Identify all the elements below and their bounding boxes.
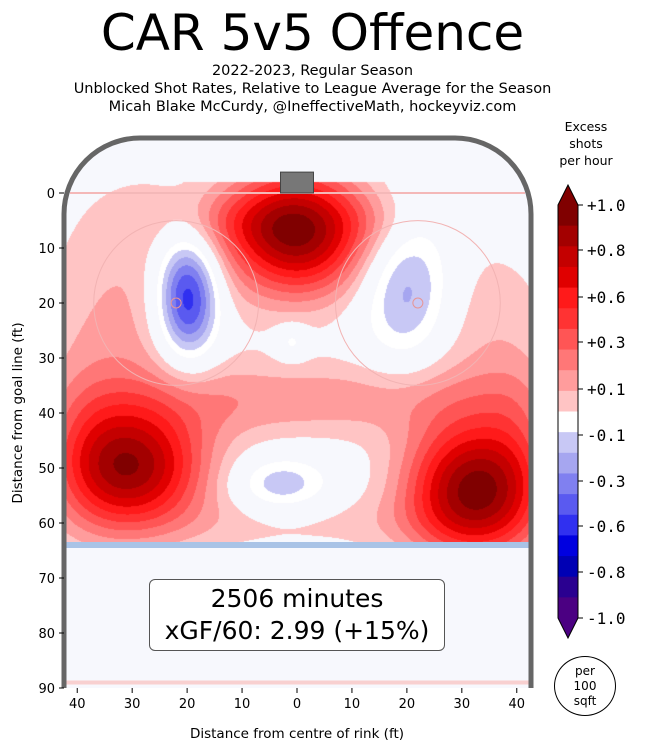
colorbar-segment [558,225,578,247]
colorbar-segment [558,390,578,412]
y-tick-label: 20 [38,297,55,312]
colorbar-segment [558,328,578,351]
x-tick-label: 20 [399,697,416,712]
axes: 40 30 20 10 0 10 20 30 40 0 10 20 30 40 50 60 70 80 90 Dist… [10,187,525,742]
per-area-badge: per 100 sqft [554,656,616,716]
colorbar-segment [558,205,578,227]
colorbar-segment [558,514,578,536]
chart-title: CAR 5v5 Offence [100,4,525,62]
y-axis-label: Distance from goal line (ft) [10,322,26,503]
colorbar-bottom-arrow [558,618,578,638]
x-tick-label: 0 [293,697,301,712]
colorbar-segment [558,535,578,557]
subtitle-season: 2022-2023, Regular Season [211,63,414,79]
colorbar-tick-label: -0.3 [587,472,626,491]
subtitle-description: Unblocked Shot Rates, Relative to League… [73,81,552,97]
subtitle-author: Micah Blake McCurdy, @IneffectiveMath, h… [108,99,517,115]
colorbar-segment [558,452,578,474]
colorbar-segment [558,370,578,392]
y-tick-label: 50 [38,462,55,477]
colorbar-segment [558,432,578,454]
y-tick-label: 0 [47,187,55,202]
blue-line [64,542,531,548]
y-tick-label: 90 [38,682,55,697]
colorbar-segment [558,246,578,268]
y-tick-label: 70 [38,572,55,587]
faceoff-circle [93,220,260,386]
faceoff-circle [334,220,501,386]
colorbar-segment [558,473,578,495]
x-tick-label: 10 [234,697,251,712]
colorbar-segment [558,494,578,516]
boards [61,135,534,688]
centre-line [64,680,531,685]
colorbar-top-arrow [558,185,578,205]
x-tick-label: 40 [508,697,525,712]
colorbar-segment [558,597,578,619]
y-tick-label: 30 [38,352,55,367]
summary-box: 2506 minutes xGF/60: 2.99 (+15%) [149,579,445,651]
colorbar-title-line: per hour [559,153,613,168]
colorbar-segment [558,308,578,330]
per-area-line: 100 [573,678,597,693]
x-tick-label: 30 [124,697,141,712]
colorbar-segment [558,576,578,598]
xgf-label: xGF/60: 2.99 (+15%) [164,616,430,645]
per-area-line: per [575,663,595,678]
colorbar-segment [558,287,578,309]
colorbar-tick-label: +1.0 [587,196,626,215]
colorbar-tick-label: +0.6 [587,288,626,307]
colorbar-tick-label: -0.8 [587,563,626,582]
y-tick-label: 10 [38,242,55,257]
colorbar-tick-label: +0.1 [587,380,626,399]
y-tick-label: 80 [38,627,55,642]
x-axis-label: Distance from centre of rink (ft) [190,726,404,742]
colorbar-tick-label: -1.0 [587,609,626,628]
rink-markings [61,135,534,688]
colorbar-segment [558,411,578,433]
minutes-label: 2506 minutes [210,584,384,613]
faceoff-dot [170,297,182,309]
colorbar-tick-label: -0.6 [587,517,626,536]
colorbar-segment [558,556,578,578]
net [280,171,314,194]
colorbar: +1.0 +0.8 +0.6 +0.3 +0.1 -0.1 -0.3 -0.6 -0.8 -1.0 [557,183,626,640]
colorbar-tick-label: +0.3 [587,333,626,352]
colorbar-segment [558,349,578,371]
y-tick-label: 60 [38,517,55,532]
x-tick-label: 30 [454,697,471,712]
colorbar-tick-label: -0.1 [587,426,626,445]
y-tick-label: 40 [38,407,55,422]
colorbar-segment [558,266,578,289]
colorbar-tick-label: +0.8 [587,241,626,260]
colorbar-title: Excess shots per hour [545,118,627,169]
colorbar-title-line: shots [569,136,603,151]
faceoff-dot [412,297,424,309]
x-tick-label: 40 [69,697,86,712]
per-area-line: sqft [573,693,597,708]
x-tick-label: 10 [344,697,361,712]
x-tick-label: 20 [179,697,196,712]
colorbar-title-line: Excess [564,119,608,134]
